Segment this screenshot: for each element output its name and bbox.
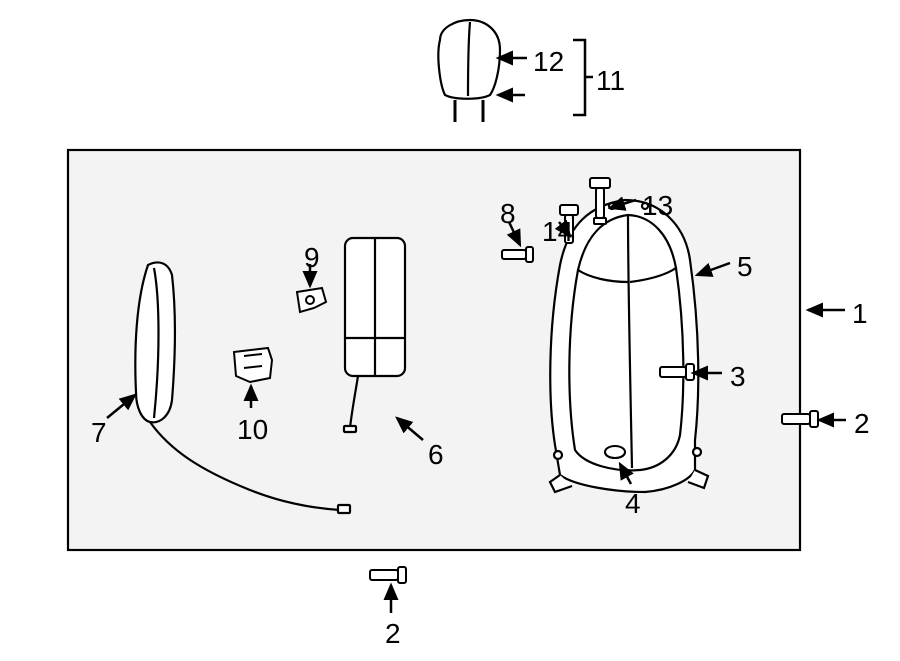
callout-5: 5 xyxy=(737,253,753,281)
part-bolt-3 xyxy=(660,364,694,380)
callout-8: 8 xyxy=(500,200,516,228)
callout-14: 14 xyxy=(542,218,573,246)
diagram-stage: 1 2 2 3 4 5 6 7 8 9 10 11 12 13 14 xyxy=(0,0,900,661)
callout-6: 6 xyxy=(428,441,444,469)
callout-2b: 2 xyxy=(854,410,870,438)
part-bracket-10 xyxy=(234,348,272,382)
bracket-11 xyxy=(573,40,593,115)
callout-9: 9 xyxy=(304,244,320,272)
part-bolt-2-right xyxy=(782,411,818,427)
callout-4: 4 xyxy=(625,490,641,518)
part-cap-4 xyxy=(605,446,625,458)
callout-10: 10 xyxy=(237,416,268,444)
callout-1: 1 xyxy=(852,300,868,328)
diagram-svg xyxy=(0,0,900,661)
callout-3: 3 xyxy=(730,363,746,391)
part-bolt-2-bottom xyxy=(370,567,406,583)
callout-11: 11 xyxy=(596,67,625,95)
callout-7: 7 xyxy=(91,419,107,447)
callout-2a: 2 xyxy=(385,620,401,648)
part-bolt-8 xyxy=(502,247,533,262)
part-seat-back xyxy=(550,200,708,492)
part-headrest xyxy=(438,20,500,122)
callout-12: 12 xyxy=(533,48,564,76)
callout-13: 13 xyxy=(642,192,673,220)
